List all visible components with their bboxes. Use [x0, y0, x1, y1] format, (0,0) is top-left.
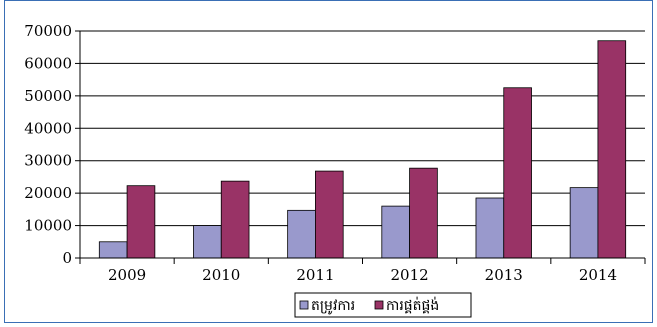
bar-0-2013 [475, 197, 505, 259]
bar-1-2013 [503, 87, 532, 259]
legend-label-0: តម្រូវការ [311, 298, 355, 315]
bar-0-2009 [98, 241, 128, 259]
y-tick-labels: 0 10000 20000 30000 40000 50000 60000 70000 [24, 22, 72, 267]
legend-swatch-1 [374, 300, 384, 310]
bar-1-2012 [409, 167, 438, 259]
bar-0-2011 [287, 209, 316, 259]
y-tick-label: 10000 [24, 217, 72, 235]
legend: តម្រូវការ ការផ្គត់ផ្គង់ [294, 292, 472, 318]
legend-label-1: ការផ្គត់ផ្គង់ [386, 296, 439, 314]
bar-0-2012 [381, 205, 410, 259]
grid-lines [80, 30, 645, 227]
y-tick-label: 30000 [24, 152, 72, 170]
axes [75, 30, 646, 264]
x-tick-label: 2010 [202, 266, 240, 284]
x-tick-label: 2014 [579, 266, 617, 284]
bar-1-2010 [220, 180, 250, 259]
bar-0-2010 [193, 225, 222, 259]
bar-1-2011 [315, 170, 344, 259]
x-tick-label: 2013 [485, 266, 523, 284]
bar-1-2014 [597, 40, 627, 259]
y-tick-label: 20000 [24, 184, 72, 202]
x-tick-label: 2009 [108, 266, 146, 284]
legend-swatch-0 [299, 300, 309, 310]
y-tick-label: 50000 [24, 87, 72, 105]
y-tick-label: 40000 [24, 119, 72, 137]
x-tick-labels: 2009 2010 2011 2012 2013 2014 [108, 266, 617, 284]
y-tick-label: 70000 [24, 22, 72, 40]
bar-0-2014 [569, 187, 599, 259]
x-tick-label: 2011 [296, 266, 334, 284]
bar-1-2009 [126, 185, 156, 259]
x-tick-label: 2012 [390, 266, 428, 284]
y-tick-label: 0 [62, 249, 72, 267]
chart-frame [4, 0, 653, 323]
y-tick-label: 60000 [24, 54, 72, 72]
